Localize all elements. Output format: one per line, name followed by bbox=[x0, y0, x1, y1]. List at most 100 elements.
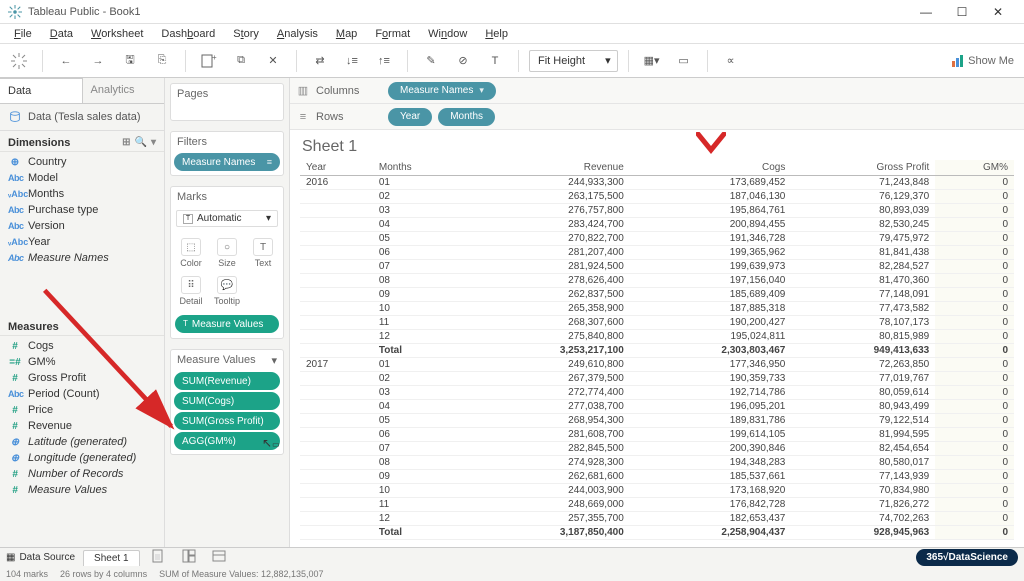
filter-pill-measure-names[interactable]: Measure Names≡ bbox=[174, 153, 280, 171]
save-button[interactable]: 🖫 bbox=[117, 48, 143, 74]
table-row[interactable]: 07281,924,500199,639,97382,284,5270 bbox=[300, 260, 1014, 274]
measure-latitude-generated-[interactable]: ⊕Latitude (generated) bbox=[0, 434, 164, 450]
measure-period-count-[interactable]: AbcPeriod (Count) bbox=[0, 386, 164, 402]
table-row[interactable]: 09262,681,600185,537,66177,143,9390 bbox=[300, 470, 1014, 484]
marks-measure-values-pill[interactable]: TMeasure Values bbox=[175, 315, 279, 333]
new-dashboard-tab[interactable] bbox=[178, 549, 200, 566]
table-row[interactable]: 05268,954,300189,831,78679,122,5140 bbox=[300, 414, 1014, 428]
table-row[interactable]: 11248,669,000176,842,72871,826,2720 bbox=[300, 498, 1014, 512]
measure-longitude-generated-[interactable]: ⊕Longitude (generated) bbox=[0, 450, 164, 466]
pages-shelf[interactable]: Pages bbox=[170, 83, 284, 121]
data-table[interactable]: YearMonthsRevenueCogsGross ProfitGM%2016… bbox=[290, 160, 1024, 547]
table-row[interactable]: 09262,837,500185,689,40977,148,0910 bbox=[300, 288, 1014, 302]
duplicate-button[interactable]: ⧉ bbox=[228, 48, 254, 74]
table-row[interactable]: 10244,003,900173,168,92070,834,9800 bbox=[300, 484, 1014, 498]
measure-gross-profit[interactable]: #Gross Profit bbox=[0, 370, 164, 386]
mv-pill-sum-revenue-[interactable]: SUM(Revenue) bbox=[174, 372, 280, 390]
rows-pill-months[interactable]: Months bbox=[438, 108, 495, 126]
dimension-purchase-type[interactable]: AbcPurchase type bbox=[0, 202, 164, 218]
menu-map[interactable]: Map bbox=[328, 26, 365, 42]
group-button[interactable]: ⊘ bbox=[450, 48, 476, 74]
show-me-button[interactable]: Show Me bbox=[948, 55, 1018, 67]
table-row[interactable]: 07282,845,500200,390,84682,454,6540 bbox=[300, 442, 1014, 456]
menu-help[interactable]: Help bbox=[477, 26, 516, 42]
measure-cogs[interactable]: #Cogs bbox=[0, 338, 164, 354]
swap-button[interactable]: ⇄ bbox=[307, 48, 333, 74]
dimension-version[interactable]: AbcVersion bbox=[0, 218, 164, 234]
columns-pill-measure-names[interactable]: Measure Names▾ bbox=[388, 82, 496, 100]
highlight-button[interactable]: ✎ bbox=[418, 48, 444, 74]
new-worksheet-button[interactable]: + bbox=[196, 48, 222, 74]
datasource-tab[interactable]: ▦ Data Source bbox=[6, 552, 75, 563]
tab-analytics[interactable]: Analytics bbox=[83, 78, 165, 103]
label-button[interactable]: T bbox=[482, 48, 508, 74]
filters-shelf[interactable]: Filters Measure Names≡ bbox=[170, 131, 284, 176]
menu-analysis[interactable]: Analysis bbox=[269, 26, 326, 42]
clear-button[interactable]: ✕ bbox=[260, 48, 286, 74]
columns-shelf[interactable]: ▥ Columns Measure Names▾ bbox=[290, 78, 1024, 104]
new-story-tab[interactable] bbox=[208, 549, 230, 566]
mv-pill-sum-gross-profit-[interactable]: SUM(Gross Profit) bbox=[174, 412, 280, 430]
sort-desc-button[interactable]: ↑≡ bbox=[371, 48, 397, 74]
table-row[interactable]: 05270,822,700191,346,72879,475,9720 bbox=[300, 232, 1014, 246]
tableau-logo-button[interactable] bbox=[6, 48, 32, 74]
mv-pill-sum-cogs-[interactable]: SUM(Cogs) bbox=[174, 392, 280, 410]
table-row[interactable]: 03276,757,800195,864,76180,893,0390 bbox=[300, 204, 1014, 218]
mark-size[interactable]: ○Size bbox=[209, 234, 245, 272]
fit-selector[interactable]: Fit Height▾ bbox=[529, 50, 618, 72]
forward-button[interactable]: → bbox=[85, 48, 111, 74]
menu-story[interactable]: Story bbox=[225, 26, 267, 42]
measure-revenue[interactable]: #Revenue bbox=[0, 418, 164, 434]
table-row[interactable]: 04283,424,700200,894,45582,530,2450 bbox=[300, 218, 1014, 232]
mark-type-selector[interactable]: TAutomatic▾ bbox=[176, 210, 278, 227]
menu-window[interactable]: Window bbox=[420, 26, 475, 42]
share-button[interactable]: ∝ bbox=[718, 48, 744, 74]
menu-data[interactable]: Data bbox=[42, 26, 81, 42]
sheet-tab[interactable]: Sheet 1 bbox=[83, 550, 139, 566]
menu-worksheet[interactable]: Worksheet bbox=[83, 26, 151, 42]
menu-file[interactable]: File bbox=[6, 26, 40, 42]
new-data-button[interactable]: ⎘ bbox=[149, 48, 175, 74]
close-button[interactable]: ✕ bbox=[980, 1, 1016, 23]
table-row[interactable]: 04277,038,700196,095,20180,943,4990 bbox=[300, 400, 1014, 414]
table-row[interactable]: 06281,608,700199,614,10581,994,5950 bbox=[300, 428, 1014, 442]
view-icon[interactable]: ⊞ bbox=[122, 137, 130, 149]
table-row[interactable]: 11268,307,600190,200,42778,107,1730 bbox=[300, 316, 1014, 330]
new-worksheet-tab[interactable] bbox=[148, 549, 170, 566]
rows-shelf[interactable]: ≡ Rows Year Months bbox=[290, 104, 1024, 130]
search-icon[interactable]: 🔍 bbox=[135, 137, 147, 149]
sheet-title[interactable]: Sheet 1 bbox=[290, 130, 1024, 160]
dimension-year[interactable]: ᵥAbcYear bbox=[0, 234, 164, 250]
table-row[interactable]: 08274,928,300194,348,28380,580,0170 bbox=[300, 456, 1014, 470]
presentation-button[interactable]: ▭ bbox=[671, 48, 697, 74]
measure-price[interactable]: #Price bbox=[0, 402, 164, 418]
mark-detail[interactable]: ⠿Detail bbox=[173, 272, 209, 310]
mark-text[interactable]: TText bbox=[245, 234, 281, 272]
dimension-months[interactable]: ᵥAbcMonths bbox=[0, 186, 164, 202]
back-button[interactable]: ← bbox=[53, 48, 79, 74]
table-row[interactable]: 201601244,933,300173,689,45271,243,8480 bbox=[300, 176, 1014, 190]
table-row[interactable]: 02263,175,500187,046,13076,129,3700 bbox=[300, 190, 1014, 204]
table-row[interactable]: 10265,358,900187,885,31877,473,5820 bbox=[300, 302, 1014, 316]
table-row[interactable]: 08278,626,400197,156,04081,470,3600 bbox=[300, 274, 1014, 288]
sort-asc-button[interactable]: ↓≡ bbox=[339, 48, 365, 74]
menu-format[interactable]: Format bbox=[367, 26, 418, 42]
datasource-item[interactable]: Data (Tesla sales data) bbox=[0, 104, 164, 131]
measure-measure-values[interactable]: #Measure Values bbox=[0, 482, 164, 498]
table-row[interactable]: 06281,207,400199,365,96281,841,4380 bbox=[300, 246, 1014, 260]
measure-gm-[interactable]: =#GM% bbox=[0, 354, 164, 370]
menu-dashboard[interactable]: Dashboard bbox=[153, 26, 223, 42]
table-row[interactable]: 03272,774,400192,714,78680,059,6140 bbox=[300, 386, 1014, 400]
maximize-button[interactable]: ☐ bbox=[944, 1, 980, 23]
rows-pill-year[interactable]: Year bbox=[388, 108, 432, 126]
table-row[interactable]: 12257,355,700182,653,43774,702,2630 bbox=[300, 512, 1014, 526]
table-row[interactable]: 201701249,610,800177,346,95072,263,8500 bbox=[300, 358, 1014, 372]
measure-number-of-records[interactable]: #Number of Records bbox=[0, 466, 164, 482]
table-row[interactable]: 02267,379,500190,359,73377,019,7670 bbox=[300, 372, 1014, 386]
minimize-button[interactable]: — bbox=[908, 1, 944, 23]
table-row[interactable]: 12275,840,800195,024,81180,815,9890 bbox=[300, 330, 1014, 344]
mv-pill-agg-gm-[interactable]: AGG(GM%) bbox=[174, 432, 280, 450]
mark-tooltip[interactable]: 💬Tooltip bbox=[209, 272, 245, 310]
dimension-country[interactable]: ⊕Country bbox=[0, 154, 164, 170]
mark-color[interactable]: ⬚Color bbox=[173, 234, 209, 272]
